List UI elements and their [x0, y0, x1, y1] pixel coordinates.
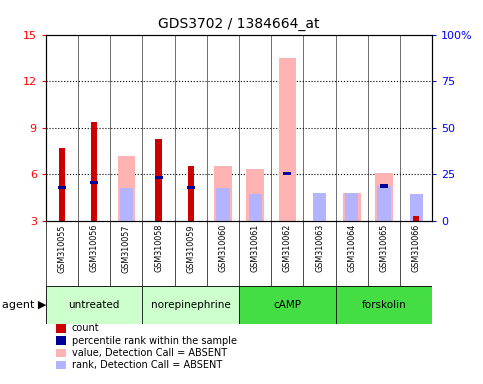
Bar	[155, 175, 163, 179]
Text: GSM310062: GSM310062	[283, 224, 292, 272]
Text: GSM310066: GSM310066	[412, 224, 421, 272]
Text: GSM310059: GSM310059	[186, 224, 195, 273]
Bar	[58, 186, 66, 189]
Bar	[216, 188, 229, 221]
Bar	[377, 186, 391, 221]
Text: GSM310061: GSM310061	[251, 224, 260, 272]
Text: value, Detection Call = ABSENT: value, Detection Call = ABSENT	[72, 348, 227, 358]
Bar	[187, 186, 195, 189]
Text: GSM310056: GSM310056	[90, 224, 99, 272]
Bar	[117, 156, 135, 221]
Bar	[345, 193, 358, 221]
Bar	[343, 193, 361, 221]
Text: GSM310060: GSM310060	[218, 224, 227, 272]
Bar	[336, 286, 432, 324]
Bar	[410, 194, 423, 221]
Bar	[156, 139, 162, 221]
Text: GSM310055: GSM310055	[57, 224, 67, 273]
Text: rank, Detection Call = ABSENT: rank, Detection Call = ABSENT	[72, 360, 222, 370]
Bar	[239, 286, 336, 324]
Bar	[214, 167, 232, 221]
Bar	[284, 172, 291, 175]
Text: agent ▶: agent ▶	[2, 300, 47, 310]
Bar	[380, 184, 388, 188]
Text: GSM310063: GSM310063	[315, 224, 324, 272]
Text: percentile rank within the sample: percentile rank within the sample	[72, 336, 237, 346]
Bar	[90, 181, 98, 184]
Text: GSM310057: GSM310057	[122, 224, 131, 273]
Bar	[375, 173, 393, 221]
Text: norepinephrine: norepinephrine	[151, 300, 231, 310]
Text: GSM310058: GSM310058	[154, 224, 163, 272]
Text: cAMP: cAMP	[273, 300, 301, 310]
Bar	[246, 169, 264, 221]
Text: untreated: untreated	[69, 300, 120, 310]
Title: GDS3702 / 1384664_at: GDS3702 / 1384664_at	[158, 17, 320, 31]
Bar	[91, 122, 98, 221]
Text: forskolin: forskolin	[362, 300, 406, 310]
Bar	[249, 194, 262, 221]
Text: count: count	[72, 323, 99, 333]
Bar	[120, 188, 133, 221]
Bar	[59, 148, 65, 221]
Bar	[279, 58, 296, 221]
Text: GSM310064: GSM310064	[347, 224, 356, 272]
Bar	[187, 167, 194, 221]
Bar	[46, 286, 142, 324]
Bar	[142, 286, 239, 324]
Bar	[413, 216, 419, 221]
Bar	[313, 193, 326, 221]
Text: GSM310065: GSM310065	[380, 224, 388, 272]
